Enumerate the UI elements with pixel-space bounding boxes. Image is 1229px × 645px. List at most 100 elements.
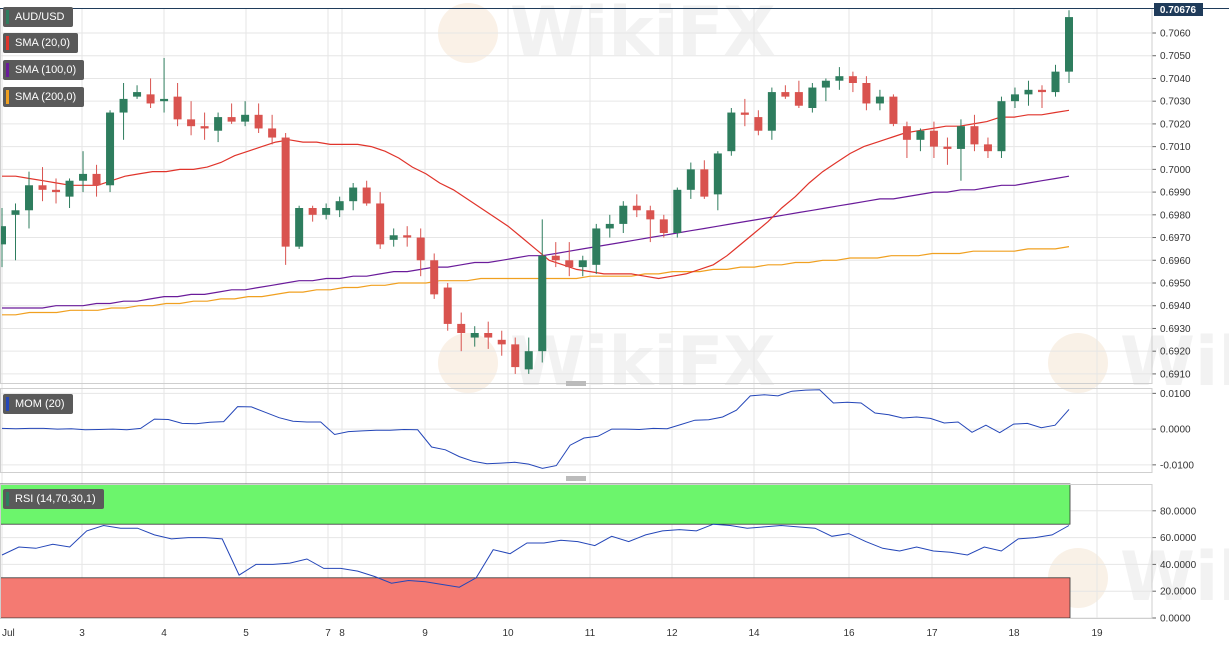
y-tick-label: 0.7010	[1160, 142, 1191, 153]
candle	[268, 114, 277, 145]
x-tick-label: 9	[422, 628, 428, 639]
x-tick-label: 5	[243, 628, 249, 639]
x-tick-label: 8	[339, 628, 345, 639]
candle-body	[362, 187, 371, 204]
watermark-2: WikiFX	[1048, 323, 1229, 402]
y-tick-label: 0.6930	[1160, 324, 1191, 335]
candle-body	[173, 96, 182, 120]
x-tick-label: 3	[79, 628, 85, 639]
watermark-text: WikiFX	[1120, 538, 1229, 617]
candle-body	[389, 235, 398, 240]
y-tick-label: 0.6940	[1160, 301, 1191, 312]
candle-body	[119, 98, 128, 113]
sma20-legend[interactable]: SMA (20,0)	[3, 33, 79, 53]
y-tick-label: 40.0000	[1160, 560, 1197, 571]
candle	[713, 151, 722, 211]
rsi-swatch	[6, 492, 9, 506]
candle-body	[565, 260, 574, 268]
x-tick-label: 7	[325, 628, 331, 639]
candle	[133, 85, 142, 99]
candle	[92, 164, 101, 197]
panel-resize-handle	[566, 476, 586, 481]
candle	[727, 108, 736, 156]
candle-body	[713, 153, 722, 195]
candle	[200, 112, 209, 140]
x-tick-label: Jul	[2, 628, 15, 639]
mom-path	[1, 389, 1070, 469]
candle-body	[322, 208, 331, 215]
candle-body	[146, 94, 155, 104]
watermark-text: WikiFX	[510, 323, 776, 402]
candle	[430, 253, 439, 299]
candle-body	[511, 344, 520, 368]
candle	[565, 242, 574, 277]
y-tick-label: 0.6950	[1160, 279, 1191, 290]
candle-body	[848, 76, 857, 83]
candle-body	[916, 130, 925, 140]
candle-body	[727, 112, 736, 152]
sma100-label: SMA (100,0)	[15, 64, 77, 76]
y-tick-label: 0.7060	[1160, 29, 1191, 40]
candle-body	[227, 117, 236, 122]
symbol-legend[interactable]: AUD/USD	[3, 7, 73, 27]
candle-body	[619, 205, 628, 224]
sma100-legend[interactable]: SMA (100,0)	[3, 60, 85, 80]
candle-body	[821, 80, 830, 88]
candle	[254, 103, 263, 133]
candle	[605, 214, 614, 238]
x-tick-label: 11	[585, 628, 596, 639]
candle	[916, 128, 925, 152]
candle-body	[268, 128, 277, 138]
candle	[821, 78, 830, 102]
candle	[376, 192, 385, 249]
x-tick-label: 19	[1091, 628, 1103, 639]
rsi-overbought-band	[0, 483, 1071, 525]
symbol-swatch	[6, 10, 9, 24]
candle	[659, 214, 668, 238]
candle	[686, 162, 695, 199]
sma20-path	[2, 109, 1070, 280]
candle	[889, 94, 898, 127]
candle	[443, 283, 452, 331]
candle	[457, 312, 466, 352]
mom-legend[interactable]: MOM (20)	[3, 394, 73, 414]
candle	[929, 121, 938, 158]
mom-panel-frame	[0, 388, 1153, 473]
candle-body	[1051, 71, 1060, 93]
candle	[322, 203, 331, 220]
y-tick-label: 0.7040	[1160, 74, 1191, 85]
x-tick-label: 12	[666, 628, 678, 639]
candle	[65, 178, 74, 208]
candle-body	[673, 189, 682, 233]
symbol-label: AUD/USD	[15, 11, 65, 23]
candle-body	[862, 83, 871, 104]
candle	[79, 151, 88, 193]
momentum-line	[1, 389, 1070, 469]
candle-body	[416, 237, 425, 261]
sma200-legend[interactable]: SMA (200,0)	[3, 87, 85, 107]
x-tick-label: 16	[843, 628, 855, 639]
candle-body	[1010, 94, 1019, 102]
sma100-swatch	[6, 63, 9, 77]
candle	[146, 78, 155, 108]
candle	[308, 205, 317, 222]
y-tick-label: 0.7030	[1160, 97, 1191, 108]
candle-body	[308, 208, 317, 215]
candle	[740, 98, 749, 127]
candle-body	[443, 287, 452, 324]
y-axis-labels: 0.7060 0.7050 0.7040 0.7030 0.7020 0.7010 0.70…	[1160, 29, 1197, 625]
candle	[902, 121, 911, 158]
candle	[416, 228, 425, 277]
candle	[848, 71, 857, 93]
y-tick-label: 0.0000	[1160, 425, 1191, 436]
y-tick-label: 0.6980	[1160, 210, 1191, 221]
candle-body	[983, 144, 992, 152]
candle-body	[52, 189, 61, 193]
candle	[160, 58, 169, 113]
candle-body	[740, 112, 749, 115]
rsi-legend[interactable]: RSI (14,70,30,1)	[3, 489, 104, 509]
candle-body	[0, 226, 6, 245]
candle	[835, 67, 844, 90]
candle-body	[11, 210, 20, 215]
